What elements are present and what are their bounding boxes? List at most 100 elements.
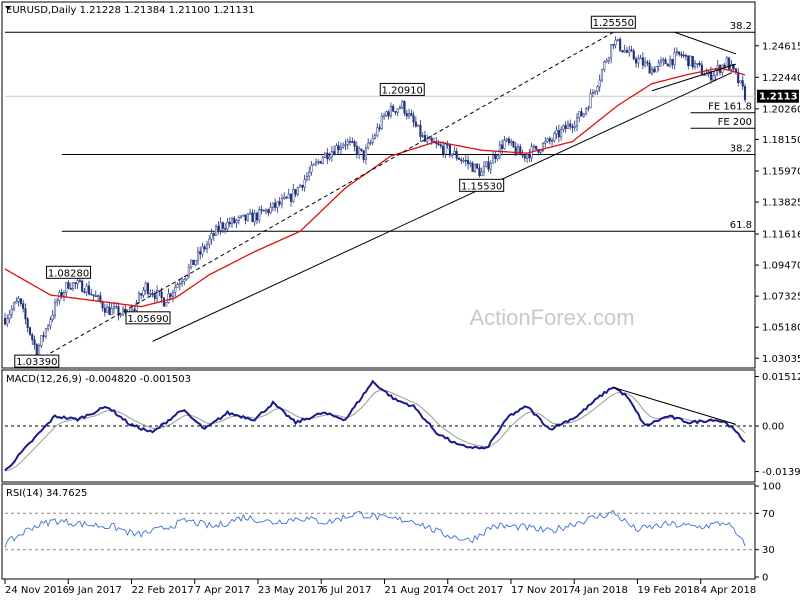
level-label: FE 161.8	[708, 102, 752, 113]
candle-body	[74, 282, 77, 285]
candle-body	[453, 151, 456, 155]
candle-body	[153, 294, 156, 299]
candle-body	[253, 212, 256, 223]
candle-body	[42, 335, 45, 337]
candle-body	[555, 130, 558, 134]
candle-body	[419, 124, 422, 137]
candle-body	[333, 151, 336, 155]
candle-body	[308, 171, 311, 177]
macd-main-line	[4, 379, 746, 472]
candle-body	[546, 138, 549, 142]
x-tick-label: 7 Apr 2017	[195, 585, 250, 596]
candle-body	[680, 54, 683, 56]
candle-body	[3, 317, 7, 325]
candle-body	[505, 138, 508, 141]
level-label: 61.8	[730, 220, 752, 231]
candle-body	[6, 318, 9, 325]
candle-body	[65, 282, 68, 293]
candle-body	[167, 293, 170, 303]
candle-body	[299, 184, 302, 188]
candle-body	[566, 123, 569, 129]
candle-body	[376, 127, 379, 136]
candle-body	[81, 280, 84, 292]
candle-body	[398, 107, 402, 110]
candle-body	[31, 334, 34, 340]
candle-body	[296, 186, 299, 195]
candle-body	[364, 147, 367, 160]
candle-body	[480, 171, 483, 177]
candle-body	[49, 319, 52, 327]
candle-body	[491, 154, 495, 164]
candle-body	[437, 143, 440, 145]
candle-body	[228, 221, 231, 225]
candle-body	[383, 115, 386, 118]
candle-body	[723, 64, 726, 67]
candle-body	[76, 280, 79, 284]
candle-body	[630, 49, 633, 52]
collapse-triangle-icon[interactable]	[5, 6, 11, 10]
candle-body	[67, 282, 70, 289]
x-tick-label: 22 Feb 2017	[131, 585, 193, 596]
channel-line	[50, 31, 614, 354]
candle-body	[262, 209, 265, 212]
candle-body	[115, 306, 118, 308]
candle-body	[657, 62, 660, 67]
price-y-tick-label: 1.13825	[762, 198, 800, 209]
candle-body	[489, 163, 492, 170]
price-panel-frame	[1, 1, 756, 369]
candle-body	[575, 117, 579, 127]
candle-body	[44, 328, 47, 337]
x-axis: 24 Nov 2016 9 Jan 2017 22 Feb 2017 7 Apr 20…	[4, 579, 756, 596]
candle-body	[233, 218, 236, 224]
candle-body	[503, 139, 506, 149]
candle-body	[580, 111, 583, 117]
candle-body	[650, 68, 653, 74]
rsi-y-tick-label: 100	[762, 482, 781, 493]
candle-body	[348, 141, 352, 143]
candle-body	[242, 214, 245, 217]
candle-body	[512, 141, 515, 148]
candle-body	[351, 141, 354, 143]
candle-body	[219, 222, 222, 231]
candle-body	[496, 155, 499, 160]
x-tick-label: 21 Aug 2017	[384, 585, 448, 596]
level-label: FE 200	[718, 117, 752, 128]
candle-body	[26, 318, 29, 328]
candle-body	[562, 125, 565, 130]
candle-body	[639, 57, 642, 60]
candle-body	[591, 92, 594, 94]
candle-body	[387, 111, 390, 117]
candle-body	[224, 228, 227, 230]
swing-label: 1.03390	[16, 357, 57, 368]
candle-body	[92, 294, 95, 297]
candle-body	[741, 80, 744, 87]
rsi-panel-frame	[1, 483, 756, 580]
macd-y-tick-label: -0.01393	[762, 467, 800, 478]
candle-body	[385, 111, 388, 117]
candle-body	[278, 201, 281, 205]
candle-body	[628, 49, 631, 53]
candle-body	[106, 306, 109, 313]
candle-body	[47, 325, 50, 330]
candle-body	[199, 251, 202, 255]
candle-body	[737, 71, 740, 83]
price-y-tick-label: 1.05180	[762, 323, 800, 334]
swing-label-box	[14, 354, 60, 368]
candle-body	[260, 209, 263, 211]
candle-body	[194, 260, 197, 266]
candle-body	[160, 291, 163, 299]
candle-body	[187, 266, 190, 276]
candle-body	[235, 220, 238, 224]
candle-body	[287, 194, 290, 199]
candle-body	[675, 51, 678, 54]
candle-body	[423, 135, 426, 142]
candle-body	[56, 300, 59, 303]
rsi-line	[4, 509, 746, 548]
candle-body	[673, 52, 676, 66]
candle-body	[394, 111, 397, 113]
candle-body	[700, 64, 703, 75]
candle-body	[485, 161, 488, 167]
candle-body	[426, 138, 429, 142]
candle-body	[619, 38, 622, 51]
candle-body	[585, 108, 588, 114]
